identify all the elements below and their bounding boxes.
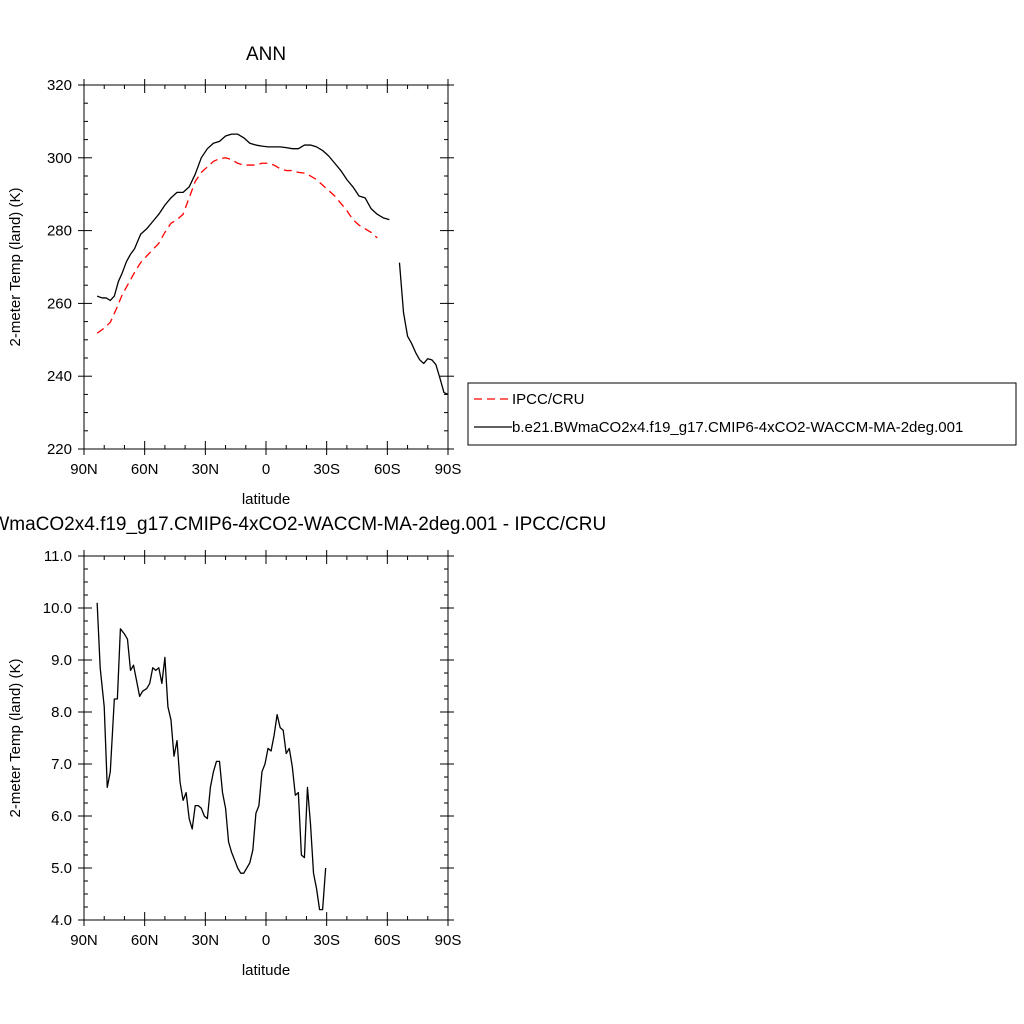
x-tick-label: 90N xyxy=(70,932,98,949)
x-tick-label: 30N xyxy=(192,932,220,949)
y-tick-label: 320 xyxy=(47,77,72,94)
legend-label-1: IPCC/CRU xyxy=(512,391,585,408)
x-tick-label: 90S xyxy=(435,932,462,949)
x-tick-label: 30N xyxy=(192,461,220,478)
y-tick-label: 4.0 xyxy=(51,912,72,929)
series-line-1-segment-1 xyxy=(96,602,327,911)
series-line-2-segment-1 xyxy=(96,133,390,302)
x-tick-label: 60S xyxy=(374,461,401,478)
y-tick-label: 6.0 xyxy=(51,808,72,825)
x-tick-label: 90S xyxy=(435,461,462,478)
x-tick-label: 30S xyxy=(313,461,340,478)
y-axis-label: 2-meter Temp (land) (K) xyxy=(7,659,24,818)
y-tick-label: 300 xyxy=(47,150,72,167)
chart-panel-2: 90N 60N 30N 0 30S 60S 90S 4.0 5.0 6.0 7.0 8.0 9.0 10.… xyxy=(0,514,606,979)
chart-title: ANN xyxy=(246,44,286,65)
x-tick-label: 60N xyxy=(131,461,159,478)
y-tick-label: 10.0 xyxy=(43,600,72,617)
y-tick-label: 9.0 xyxy=(51,652,72,669)
series-line-2-segment-2 xyxy=(398,262,449,395)
x-axis-label: latitude xyxy=(242,491,290,508)
y-tick-label: 8.0 xyxy=(51,704,72,721)
y-tick-label: 280 xyxy=(47,223,72,240)
y-tick-label: 240 xyxy=(47,368,72,385)
legend: IPCC/CRU b.e21.BWmaCO2x4.f19_g17.CMIP6-4x… xyxy=(467,382,1017,446)
chart-panel-1: 90N 60N 30N 0 30S 60S 90S 220 240 260 280 300 320 ANN… xyxy=(7,44,1017,508)
y-tick-label: 7.0 xyxy=(51,756,72,773)
x-tick-label: 0 xyxy=(262,932,270,949)
y-tick-label: 5.0 xyxy=(51,860,72,877)
x-tick-label: 30S xyxy=(313,932,340,949)
y-tick-label: 11.0 xyxy=(44,548,72,565)
y-tick-label: 260 xyxy=(47,295,72,312)
legend-box xyxy=(467,382,1017,446)
series-line-1-segment-1 xyxy=(96,157,378,334)
x-axis-label: latitude xyxy=(242,962,290,979)
plot-frame xyxy=(83,555,449,921)
x-tick-label: 0 xyxy=(262,461,270,478)
chart-title: b.e21.BWmaCO2x4.f19_g17.CMIP6-4xCO2-WACC… xyxy=(0,514,606,535)
y-axis-label: 2-meter Temp (land) (K) xyxy=(7,188,24,347)
legend-label-2: b.e21.BWmaCO2x4.f19_g17.CMIP6-4xCO2-WACC… xyxy=(512,419,963,436)
x-tick-label: 60S xyxy=(374,932,401,949)
y-tick-label: 220 xyxy=(47,441,72,458)
x-tick-label: 90N xyxy=(70,461,98,478)
x-tick-label: 60N xyxy=(131,932,159,949)
